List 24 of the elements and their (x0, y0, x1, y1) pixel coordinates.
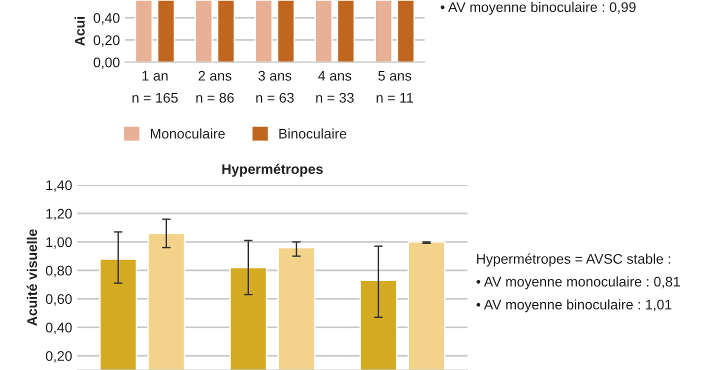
y-tick-label: 0,40 (46, 322, 72, 334)
x-tick-label: 5 ans n = 11 (376, 71, 414, 103)
y-tick-label: 1,40 (46, 180, 72, 192)
x-tick-label: 2 ans n = 86 (196, 70, 234, 103)
text: • AV moyenne binoculaire : 1,01 (476, 299, 672, 312)
text: Hypermétropes = AVSC stable : (477, 253, 670, 267)
y-tick-label: 0,60 (46, 294, 72, 306)
y-tick-label: 0,00 (94, 57, 120, 69)
text: • AV moyenne monoculaire : 0,81 (476, 276, 680, 290)
text: • AV moyenne binoculaire : 0,99 (440, 2, 636, 15)
x-tick-label: 3 ans n = 63 (256, 70, 294, 103)
y-tick-label: 0,40 (94, 13, 120, 25)
y-tick-label: 0,20 (46, 351, 72, 363)
y-tick-label: 1,00 (46, 237, 72, 249)
y-axis-title: Acui (74, 17, 85, 46)
x-tick-label: 1 an n = 165 (132, 71, 178, 103)
y-axis-title: Acuité visuelle (26, 229, 38, 326)
chart-title: Hypermétropes (222, 164, 323, 177)
y-tick-label: 0,20 (94, 35, 120, 47)
legend-label: Monoculaire (150, 128, 225, 139)
legend-label: Binoculaire (279, 128, 346, 139)
y-tick-label: 1,20 (46, 208, 72, 220)
x-tick-label: 4 ans n = 33 (316, 71, 354, 103)
y-tick-label: 0,80 (46, 266, 72, 278)
